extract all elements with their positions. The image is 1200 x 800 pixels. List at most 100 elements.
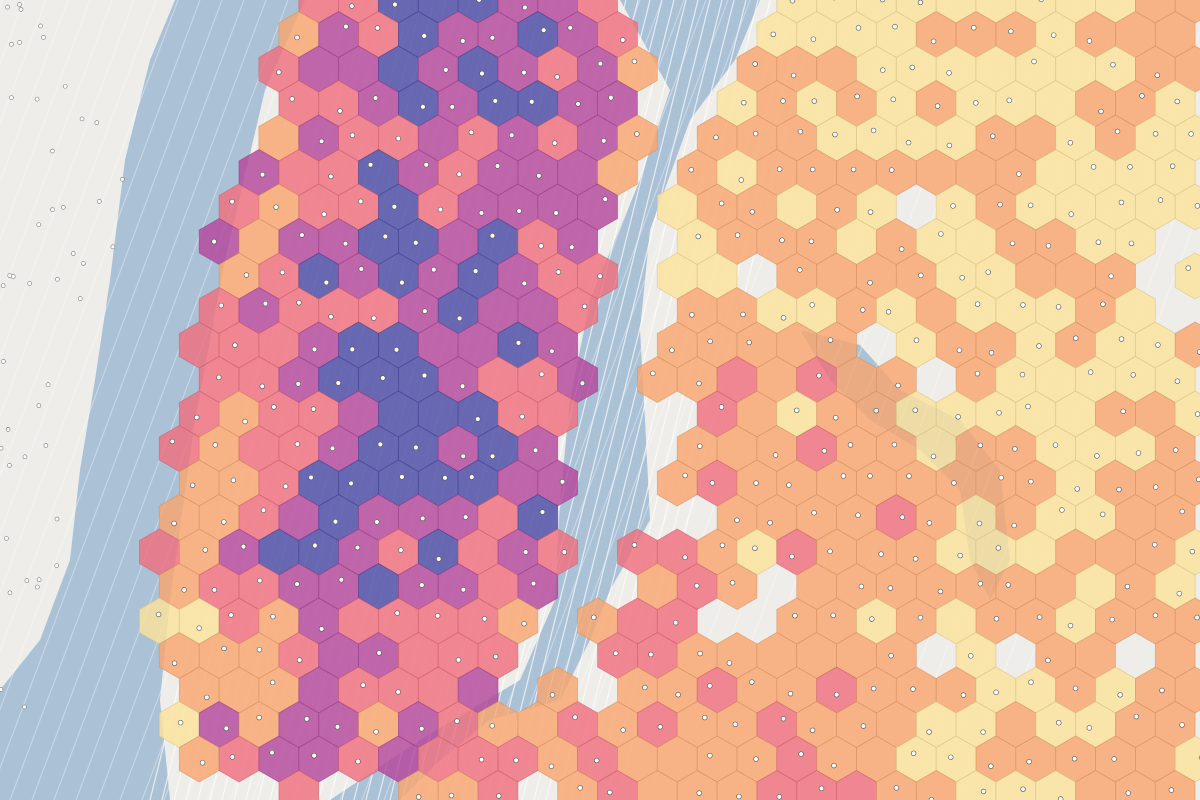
station-dot — [1059, 507, 1065, 513]
station-dot — [342, 240, 349, 247]
station-dot — [1020, 302, 1026, 308]
station-dot — [669, 347, 675, 353]
station-dot — [367, 162, 374, 168]
station-dot — [1008, 28, 1014, 35]
station-dot — [36, 403, 42, 408]
station-dot — [549, 348, 555, 354]
station-dot — [240, 543, 247, 550]
station-dot — [951, 480, 957, 486]
station-dot — [553, 210, 559, 216]
station-dot — [613, 650, 619, 657]
station-dot — [110, 244, 116, 250]
station-dot — [437, 206, 444, 213]
station-dot — [332, 518, 339, 525]
station-dot — [1169, 163, 1176, 169]
station-dot — [980, 788, 987, 795]
station-dot — [522, 4, 528, 11]
station-dot — [478, 756, 485, 763]
station-dot — [833, 691, 840, 698]
station-dot — [988, 350, 995, 356]
station-dot — [608, 95, 614, 101]
station-dot — [888, 652, 894, 659]
station-dot — [579, 380, 586, 386]
station-dot — [776, 166, 783, 172]
station-dot — [682, 472, 688, 479]
station-dot — [443, 67, 449, 73]
station-dot — [601, 138, 607, 144]
station-dot — [827, 548, 833, 555]
station-dot — [955, 414, 961, 420]
station-dot — [847, 442, 854, 448]
station-dot — [18, 7, 24, 12]
street — [0, 0, 179, 477]
station-dot — [1098, 108, 1104, 115]
station-dot — [199, 760, 206, 766]
station-dot — [1073, 335, 1079, 341]
station-dot — [376, 650, 382, 656]
station-dot — [539, 371, 545, 377]
station-dot — [212, 442, 218, 448]
station-dot — [1038, 0, 1044, 2]
station-dot — [732, 721, 739, 728]
station-dot — [475, 416, 481, 422]
station-dot — [631, 542, 638, 548]
station-dot — [1100, 301, 1106, 307]
station-dot — [38, 23, 43, 29]
station-dot — [713, 134, 719, 141]
station-dot — [529, 99, 535, 105]
station-dot — [926, 520, 933, 526]
station-dot — [541, 27, 547, 33]
station-dot — [349, 3, 355, 9]
station-dot — [382, 233, 389, 240]
station-dot — [120, 176, 125, 182]
station-dot — [61, 205, 66, 210]
station-dot — [1116, 486, 1122, 493]
station-dot — [973, 100, 979, 106]
station-dot — [1020, 786, 1026, 792]
station-dot — [436, 556, 442, 562]
station-dot — [260, 507, 267, 513]
station-dot — [294, 581, 300, 587]
station-dot — [155, 611, 162, 618]
station-dot — [1152, 541, 1158, 548]
station-dot — [779, 237, 785, 243]
station-dot — [910, 686, 916, 692]
station-dot — [620, 727, 626, 733]
station-dot — [1155, 342, 1161, 348]
station-dot — [489, 233, 496, 239]
station-dot — [481, 616, 488, 622]
station-dot — [377, 441, 384, 448]
station-dot — [887, 585, 894, 591]
station-dot — [1127, 164, 1133, 170]
station-dot — [1133, 713, 1140, 720]
station-dot — [1152, 612, 1159, 619]
station-dot — [9, 41, 14, 47]
station-dot — [1009, 240, 1016, 247]
station-dot — [854, 93, 860, 100]
station-dot — [415, 794, 422, 800]
station-dot — [1109, 616, 1115, 623]
station-dot — [689, 312, 695, 318]
station-dot — [1154, 72, 1161, 78]
station-dot — [977, 442, 984, 449]
station-dot — [392, 1, 398, 8]
station-dot — [650, 370, 656, 377]
station-dot — [413, 444, 419, 451]
station-dot — [395, 135, 402, 142]
station-dot — [707, 338, 713, 345]
station-dot — [581, 303, 588, 310]
station-dot — [1118, 199, 1125, 206]
station-dot — [0, 687, 4, 692]
station-dot — [734, 517, 740, 523]
station-dot — [957, 552, 963, 559]
station-dot — [454, 718, 460, 724]
station-dot — [780, 98, 786, 104]
station-dot — [912, 407, 918, 413]
station-dot — [282, 483, 289, 490]
station-dot — [561, 549, 568, 555]
station-dot — [858, 583, 865, 590]
station-dot — [893, 785, 900, 791]
station-dot — [62, 83, 68, 89]
station-dot — [434, 613, 441, 619]
